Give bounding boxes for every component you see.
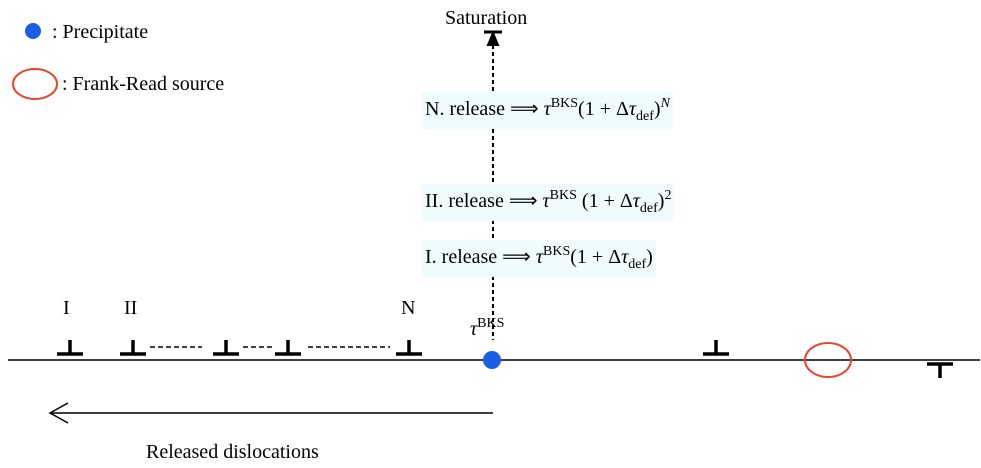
text-part: ): [653, 98, 661, 120]
text-part: BKS: [550, 96, 579, 111]
text-part: BKS: [543, 244, 571, 259]
text-part: N: [660, 96, 670, 111]
dislocation-label: II: [124, 297, 138, 319]
text-part: ): [657, 190, 665, 212]
text-part: τ: [542, 190, 550, 212]
precipitate-label: τBKS: [470, 312, 504, 341]
text-part: 2: [664, 188, 672, 203]
text-part: τ: [632, 190, 640, 212]
text-part: ): [646, 246, 653, 268]
text-part: (1 + Δ: [570, 246, 622, 268]
text-part: (1 + Δ: [578, 98, 629, 120]
legend-source-icon: [12, 68, 58, 100]
text-part: II. release ⟹: [425, 190, 543, 212]
equation: II. release ⟹ τBKS (1 + Δτdef)2: [422, 184, 675, 221]
text-part: I. release ⟹: [425, 246, 536, 268]
text-part: τ: [628, 98, 637, 120]
text-part: τ: [621, 246, 629, 268]
text-part: τ: [470, 318, 478, 340]
text-part: BKS: [549, 188, 577, 203]
text-part: def: [639, 201, 658, 216]
precipitate: [483, 351, 501, 369]
text-part: N. release ⟹: [425, 98, 544, 120]
release-arrow: [48, 402, 493, 424]
text-part: BKS: [477, 316, 505, 331]
equation: N. release ⟹ τBKS(1 + Δτdef)N: [422, 92, 673, 129]
text-part: def: [636, 109, 654, 124]
saturation-label: Saturation: [445, 7, 528, 29]
legend-label: : Frank-Read source: [62, 73, 225, 95]
equation: I. release ⟹ τBKS(1 + Δτdef): [422, 240, 656, 277]
text-part: τ: [543, 98, 551, 120]
bottom-label: Released dislocations: [146, 441, 319, 463]
dislocation-label: I: [63, 297, 70, 319]
legend-label: : Precipitate: [52, 21, 149, 43]
text-part: def: [628, 257, 647, 272]
dislocations: [57, 340, 953, 378]
text-part: τ: [535, 246, 544, 268]
legend-precipitate-icon: [25, 23, 41, 39]
frank-read-source: [804, 342, 852, 378]
dislocation-label: N: [401, 297, 416, 319]
text-part: (1 + Δ: [576, 190, 633, 212]
